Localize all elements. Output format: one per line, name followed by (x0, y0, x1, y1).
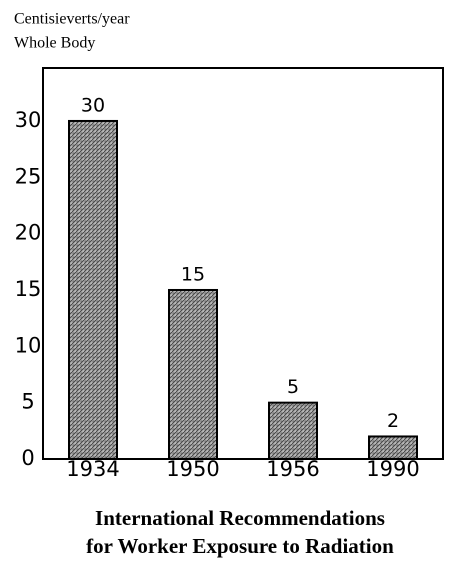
y-tick-label: 30 (15, 108, 42, 132)
x-tick-label: 1934 (66, 457, 119, 481)
chart-title: International Recommendations (95, 506, 385, 530)
y-axis-label: Centisieverts/year (14, 11, 130, 28)
x-tick-label: 1956 (266, 457, 319, 481)
data-label: 15 (181, 263, 205, 285)
data-label: 5 (287, 376, 299, 398)
y-tick-label: 15 (15, 277, 42, 301)
y-tick-label: 0 (21, 446, 34, 470)
bar (268, 401, 318, 460)
y-tick-label: 5 (21, 390, 34, 414)
x-tick-label: 1950 (166, 457, 219, 481)
bar (68, 119, 118, 460)
plot-frame (42, 67, 444, 460)
data-label: 30 (81, 94, 105, 116)
x-tick-label: 1990 (366, 457, 419, 481)
bar (168, 288, 218, 460)
y-tick-label: 20 (15, 221, 42, 245)
y-tick-label: 25 (15, 164, 42, 188)
y-axis-label: Whole Body (14, 35, 95, 52)
y-tick-label: 10 (15, 333, 42, 357)
bar (368, 435, 418, 461)
chart-title: for Worker Exposure to Radiation (86, 534, 394, 558)
data-label: 2 (387, 410, 399, 432)
